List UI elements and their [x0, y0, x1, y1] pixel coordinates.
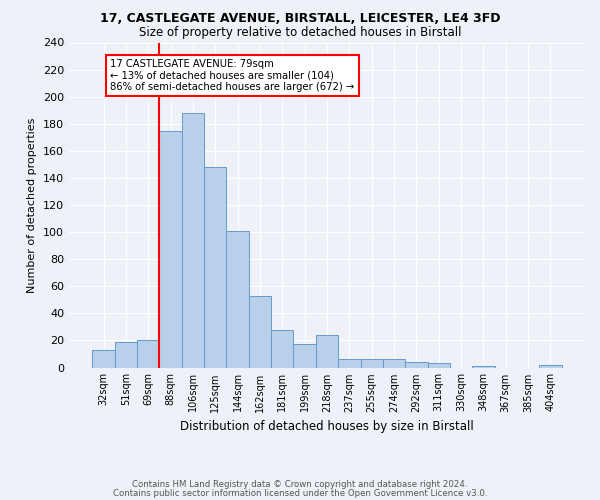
Text: Contains public sector information licensed under the Open Government Licence v3: Contains public sector information licen… — [113, 488, 487, 498]
Bar — [160, 130, 182, 368]
Bar — [204, 167, 226, 368]
Bar — [293, 344, 316, 368]
Bar — [361, 360, 383, 368]
Bar — [226, 230, 249, 368]
Text: Size of property relative to detached houses in Birstall: Size of property relative to detached ho… — [139, 26, 461, 39]
Bar — [405, 362, 428, 368]
Bar — [271, 330, 293, 368]
Bar — [539, 365, 562, 368]
Bar — [428, 364, 450, 368]
Text: 17, CASTLEGATE AVENUE, BIRSTALL, LEICESTER, LE4 3FD: 17, CASTLEGATE AVENUE, BIRSTALL, LEICEST… — [100, 12, 500, 26]
Bar — [182, 113, 204, 368]
Bar — [383, 360, 405, 368]
Bar — [249, 296, 271, 368]
Bar — [115, 342, 137, 367]
Bar — [92, 350, 115, 368]
Y-axis label: Number of detached properties: Number of detached properties — [28, 118, 37, 292]
Bar — [338, 360, 361, 368]
Bar — [316, 335, 338, 368]
Bar — [472, 366, 494, 368]
Bar — [137, 340, 160, 367]
Text: Contains HM Land Registry data © Crown copyright and database right 2024.: Contains HM Land Registry data © Crown c… — [132, 480, 468, 489]
X-axis label: Distribution of detached houses by size in Birstall: Distribution of detached houses by size … — [180, 420, 474, 433]
Text: 17 CASTLEGATE AVENUE: 79sqm
← 13% of detached houses are smaller (104)
86% of se: 17 CASTLEGATE AVENUE: 79sqm ← 13% of det… — [110, 58, 355, 92]
